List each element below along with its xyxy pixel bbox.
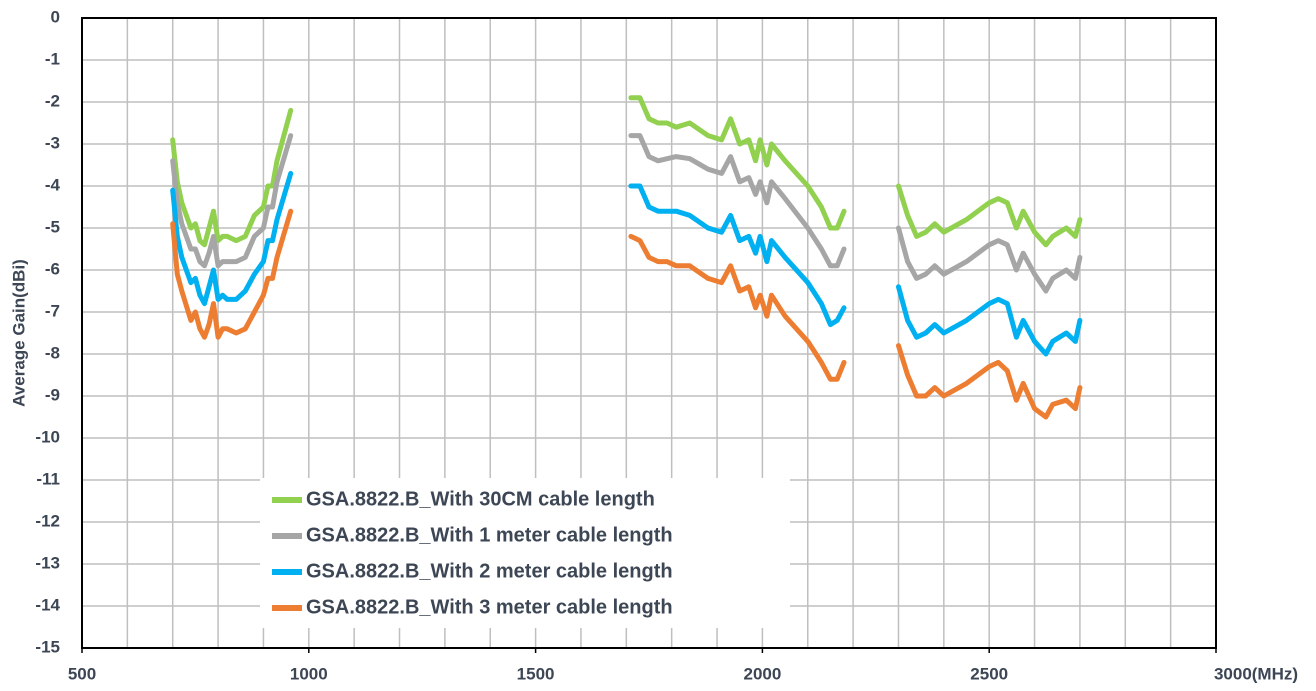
- y-tick-label: -12: [35, 511, 60, 530]
- y-tick-label: -1: [45, 49, 60, 68]
- y-tick-label: -7: [45, 301, 60, 320]
- x-tick-label: 2500: [970, 664, 1008, 683]
- legend-label: GSA.8822.B_With 30CM cable length: [306, 488, 655, 510]
- legend-box: [260, 478, 790, 628]
- y-tick-label: -14: [35, 595, 60, 614]
- y-tick-label: 0: [51, 7, 60, 26]
- legend: GSA.8822.B_With 30CM cable length GSA.882…: [260, 478, 790, 628]
- y-tick-label: -10: [35, 427, 60, 446]
- x-tick-label: 1000: [290, 664, 328, 683]
- x-tick-label: 500: [68, 664, 96, 683]
- x-tick-label: 1500: [517, 664, 555, 683]
- x-tick-label: 2000: [743, 664, 781, 683]
- legend-label: GSA.8822.B_With 1 meter cable length: [306, 524, 673, 546]
- y-tick-label: -6: [45, 259, 60, 278]
- y-tick-label: -4: [45, 175, 61, 194]
- y-tick-label: -15: [35, 637, 60, 656]
- y-tick-label: -2: [45, 91, 60, 110]
- y-tick-label: -9: [45, 385, 60, 404]
- y-tick-label: -8: [45, 343, 60, 362]
- x-tick-label: 3000(MHz): [1214, 664, 1298, 683]
- legend-label: GSA.8822.B_With 3 meter cable length: [306, 596, 673, 618]
- y-tick-label: -3: [45, 133, 60, 152]
- y-tick-label: -13: [35, 553, 60, 572]
- plot-border: [81, 17, 1217, 649]
- series-line: [170, 133, 1083, 294]
- series-line: [170, 170, 1083, 357]
- y-tick-label: -11: [36, 469, 60, 488]
- series-line: [170, 95, 1083, 248]
- legend-label: GSA.8822.B_With 2 meter cable length: [306, 560, 673, 582]
- y-tick-label: -5: [45, 217, 60, 236]
- y-axis-label: Average Gain(dBi): [9, 259, 28, 407]
- series-line: [170, 208, 1083, 420]
